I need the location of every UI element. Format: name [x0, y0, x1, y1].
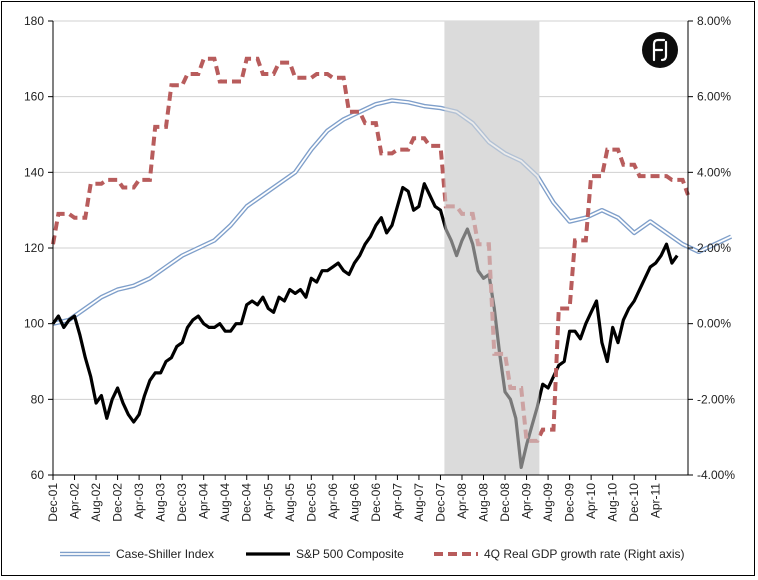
y-right-tick-label: 0.00% [697, 317, 731, 331]
x-tick-label: Apr-08 [455, 483, 469, 519]
series-s-p-500-composite [51, 182, 679, 469]
y-left-tick-label: 140 [24, 165, 44, 179]
x-tick-label: Apr-06 [326, 483, 340, 519]
x-tick-label: Dec-02 [111, 483, 125, 522]
y-right-tick-label: 4.00% [697, 165, 731, 179]
legend-label: 4Q Real GDP growth rate (Right axis) [484, 547, 685, 561]
x-tick-label: Aug-04 [218, 483, 232, 522]
x-tick-label: Aug-10 [606, 483, 620, 522]
x-tick-label: Dec-04 [240, 483, 254, 522]
y-left-tick-label: 160 [24, 90, 44, 104]
gridlines [53, 20, 688, 476]
y-axis-right-ticks: -4.00% -2.00% 0.00% 2.00% 4.00% 6.00% 8.00% [688, 14, 735, 482]
x-tick-label: Dec-09 [563, 483, 577, 522]
y-right-tick-label: 2.00% [697, 241, 731, 255]
y-left-tick-label: 100 [24, 317, 44, 331]
y-left-tick-label: 60 [31, 468, 45, 482]
y-left-tick-label: 120 [24, 241, 44, 255]
x-tick-label: Aug-03 [154, 483, 168, 522]
y-right-tick-label: 6.00% [697, 90, 731, 104]
series-case-shiller-index-outer [52, 98, 733, 326]
x-tick-label: Dec-03 [175, 483, 189, 522]
series-4q-real-gdp-growth-rate-right-axis [51, 56, 690, 443]
x-tick-label: Aug-07 [412, 483, 426, 522]
y-right-tick-label: -4.00% [697, 468, 735, 482]
x-tick-label: Aug-06 [347, 483, 361, 522]
x-tick-label: Dec-05 [304, 483, 318, 522]
x-tick-label: Aug-05 [283, 483, 297, 522]
x-tick-label: Dec-07 [433, 483, 447, 522]
y-left-tick-label: 80 [31, 392, 45, 406]
recession-veil [444, 21, 540, 475]
y-left-tick-label: 180 [24, 14, 44, 28]
x-tick-label: Apr-07 [390, 483, 404, 519]
x-tick-label: Aug-09 [541, 483, 555, 522]
y-right-tick-label: 8.00% [697, 14, 731, 28]
x-tick-label: Aug-08 [477, 483, 491, 522]
x-axis-ticks: Dec-01 Apr-02 Aug-02 Dec-02 Apr-03 Aug-03 Dec-… [46, 475, 663, 522]
x-tick-label: Apr-04 [197, 483, 211, 519]
x-tick-label: Apr-11 [649, 483, 663, 518]
series-case-shiller-index-inner [52, 99, 732, 325]
legend-label: Case-Shiller Index [116, 547, 214, 561]
logo-badge [642, 32, 678, 68]
x-tick-label: Dec-08 [498, 483, 512, 522]
x-tick-label: Dec-06 [369, 483, 383, 522]
x-tick-label: Apr-10 [584, 483, 598, 519]
x-tick-label: Apr-05 [261, 483, 275, 519]
x-tick-label: Apr-02 [68, 483, 82, 519]
y-right-tick-label: -2.00% [697, 392, 735, 406]
legend-label: S&P 500 Composite [296, 547, 404, 561]
x-tick-label: Apr-09 [520, 483, 534, 519]
x-tick-label: Apr-03 [132, 483, 146, 519]
x-tick-label: Dec-10 [627, 483, 641, 522]
x-tick-label: Aug-02 [89, 483, 103, 522]
x-tick-label: Dec-01 [46, 483, 60, 522]
y-axis-left-ticks: 60 80 100 120 140 160 180 [24, 14, 53, 482]
series-lines [51, 21, 733, 475]
legend: Case-Shiller Index S&P 500 Composite 4Q Re… [60, 547, 685, 561]
